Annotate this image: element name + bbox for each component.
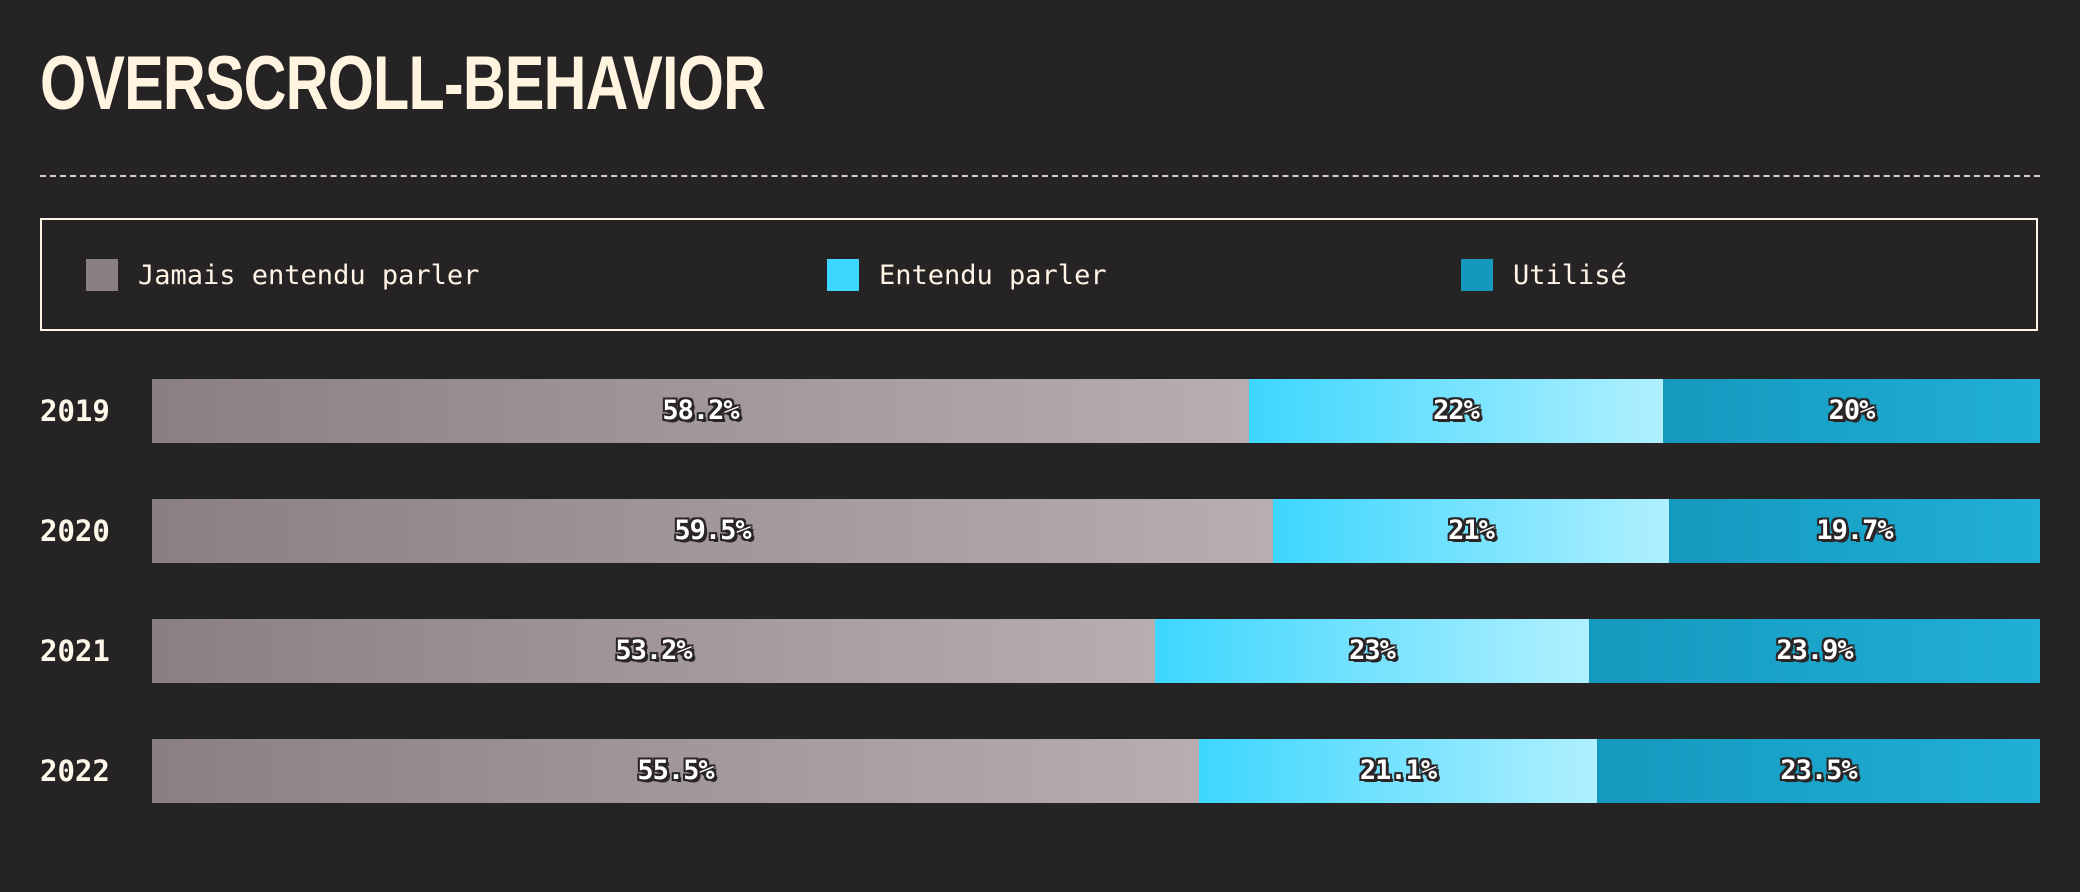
chart-row: 2019 58.2% 22% 20% bbox=[0, 379, 2080, 443]
bar-track: 58.2% 22% 20% bbox=[152, 379, 2040, 443]
legend: Jamais entendu parler Entendu parler Uti… bbox=[40, 218, 2038, 331]
legend-label: Utilisé bbox=[1513, 259, 1627, 291]
category-label: 2022 bbox=[40, 754, 110, 788]
bar-segment bbox=[1273, 499, 1669, 563]
bar-segment bbox=[1199, 739, 1597, 803]
category-label: 2021 bbox=[40, 634, 110, 668]
data-label: 21% bbox=[1448, 515, 1495, 546]
category-label: 2020 bbox=[40, 514, 110, 548]
bar-track: 59.5% 21% 19.7% bbox=[152, 499, 2040, 563]
data-label: 58.2% bbox=[662, 395, 739, 426]
chart-title: OVERSCROLL-BEHAVIOR bbox=[40, 41, 766, 126]
data-label: 19.7% bbox=[1816, 515, 1893, 546]
data-label: 22% bbox=[1433, 395, 1480, 426]
chart-row: 2022 55.5% 21.1% 23.5% bbox=[0, 739, 2080, 803]
legend-item-entendu-parler[interactable]: Entendu parler bbox=[827, 259, 1107, 291]
legend-swatch bbox=[1461, 259, 1493, 291]
legend-swatch bbox=[827, 259, 859, 291]
chart-row: 2021 53.2% 23% 23.9% bbox=[0, 619, 2080, 683]
legend-item-utilise[interactable]: Utilisé bbox=[1461, 259, 1627, 291]
bar-segment bbox=[152, 739, 1199, 803]
bar-track: 53.2% 23% 23.9% bbox=[152, 619, 2040, 683]
data-label: 59.5% bbox=[674, 515, 751, 546]
bar-segment bbox=[152, 379, 1249, 443]
data-label: 20% bbox=[1828, 395, 1876, 426]
bar-segment bbox=[1155, 619, 1589, 683]
divider bbox=[40, 175, 2040, 177]
bar-segment bbox=[152, 619, 1155, 683]
bar-segment bbox=[152, 499, 1273, 563]
data-label: 21.1% bbox=[1359, 755, 1437, 786]
bar-segment bbox=[1663, 379, 2040, 443]
data-label: 23% bbox=[1349, 635, 1396, 666]
bar-segment bbox=[1597, 739, 2040, 803]
bar-segment bbox=[1249, 379, 1663, 443]
data-label: 53.2% bbox=[615, 635, 692, 666]
category-label: 2019 bbox=[40, 394, 110, 428]
legend-swatch bbox=[86, 259, 118, 291]
data-label: 23.5% bbox=[1780, 755, 1857, 786]
legend-item-jamais-entendu-parler[interactable]: Jamais entendu parler bbox=[86, 259, 479, 291]
legend-label: Entendu parler bbox=[879, 259, 1107, 291]
bar-segment bbox=[1589, 619, 2040, 683]
data-label: 55.5% bbox=[637, 755, 714, 786]
bar-segment bbox=[1669, 499, 2040, 563]
legend-label: Jamais entendu parler bbox=[138, 259, 480, 291]
chart-row: 2020 59.5% 21% 19.7% bbox=[0, 499, 2080, 563]
bar-track: 55.5% 21.1% 23.5% bbox=[152, 739, 2040, 803]
data-label: 23.9% bbox=[1776, 635, 1853, 666]
